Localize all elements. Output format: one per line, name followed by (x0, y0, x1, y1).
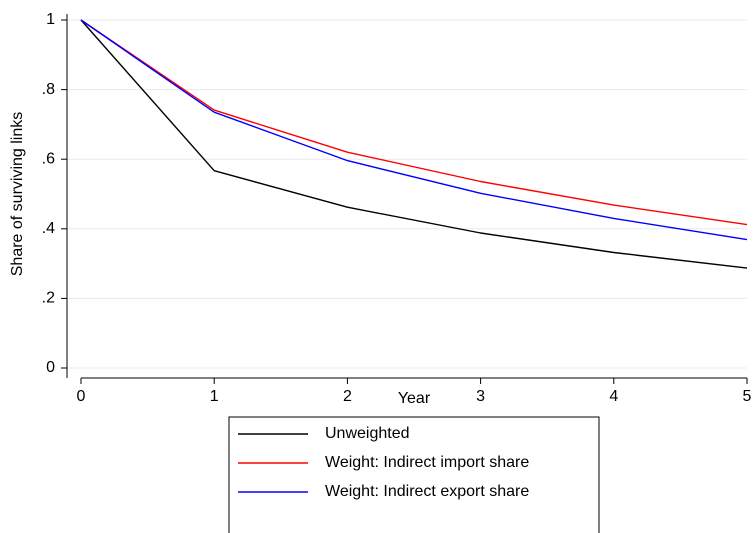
x-ticks: 0 1 2 3 4 5 (77, 378, 752, 405)
series-line-0 (80, 19, 748, 269)
legend: Unweighted Weight: Indirect import share W… (228, 416, 600, 533)
y-tick-label-4: .8 (42, 81, 55, 98)
legend-label-1: Weight: Indirect import share (325, 454, 529, 471)
x-tick-label-4: 4 (609, 388, 618, 405)
x-tick-label-2: 2 (343, 388, 352, 405)
y-tick-label-3: .6 (42, 150, 55, 167)
legend-frame (228, 416, 600, 533)
y-ticks: 0 .2 .4 .6 .8 1 (42, 11, 67, 376)
x-tick-label-5: 5 (743, 388, 752, 405)
x-tick-label-1: 1 (210, 388, 219, 405)
x-tick-label-3: 3 (476, 388, 485, 405)
axes (66, 14, 747, 379)
gridlines (67, 19, 747, 369)
series-line-2 (80, 19, 748, 241)
y-tick-label-0: 0 (46, 359, 55, 376)
series-lines (80, 19, 748, 269)
y-tick-label-1: .2 (42, 290, 55, 307)
series-line-1 (80, 19, 748, 226)
legend-label-2: Weight: Indirect export share (325, 483, 529, 500)
x-axis-title: Year (398, 390, 431, 407)
x-tick-label-0: 0 (77, 388, 86, 405)
y-axis-title: Share of surviving links (9, 112, 26, 277)
y-tick-label-2: .4 (42, 220, 55, 237)
legend-label-0: Unweighted (325, 425, 410, 442)
y-tick-label-5: 1 (46, 11, 55, 28)
